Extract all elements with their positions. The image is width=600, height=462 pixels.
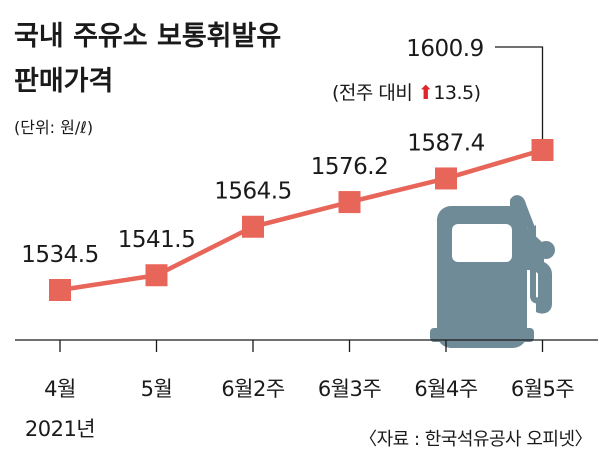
data-point-marker — [435, 167, 457, 190]
annotation-suffix: ) — [474, 82, 481, 104]
data-point-marker — [242, 215, 264, 238]
data-label: 1576.2 — [311, 154, 388, 180]
data-label: 1587.4 — [407, 130, 484, 156]
x-tick-label: 6월3주 — [318, 377, 382, 401]
chart-title-line-1: 국내 주유소 보통휘발유 — [14, 21, 281, 52]
annotation-prefix: (전주 대비 — [332, 82, 418, 104]
series-line — [59, 147, 544, 293]
data-point-marker — [338, 191, 361, 214]
annotation-leader-line — [495, 46, 544, 139]
data-label: 1541.5 — [118, 227, 195, 253]
chart-source: 〈자료 : 한국석유공사 오피넷〉 — [359, 429, 592, 450]
x-tick-sublabel: 2021년 — [25, 417, 95, 441]
data-point-marker — [145, 264, 168, 287]
data-point-marker — [49, 279, 71, 301]
x-tick-label: 6월4주 — [414, 377, 478, 401]
data-point-marker — [531, 139, 554, 161]
up-arrow-icon: ⬆ — [418, 82, 433, 104]
fuel-pump-icon — [430, 195, 555, 348]
chart-title-line-2: 판매가격 — [14, 66, 113, 97]
data-label: 1564.5 — [214, 179, 291, 205]
chart-unit: (단위: 원/ℓ) — [14, 118, 93, 137]
x-tick-label: 5월 — [141, 377, 173, 401]
x-tick-label: 6월2주 — [221, 377, 285, 401]
annotation-change: (전주 대비 ⬆13.5) — [332, 82, 481, 104]
x-tick-label: 6월5주 — [511, 377, 575, 401]
annotation-value: 13.5 — [433, 82, 473, 104]
x-tick-label: 4월 — [44, 377, 76, 401]
data-label: 1600.9 — [406, 36, 483, 62]
data-label: 1534.5 — [21, 242, 98, 268]
